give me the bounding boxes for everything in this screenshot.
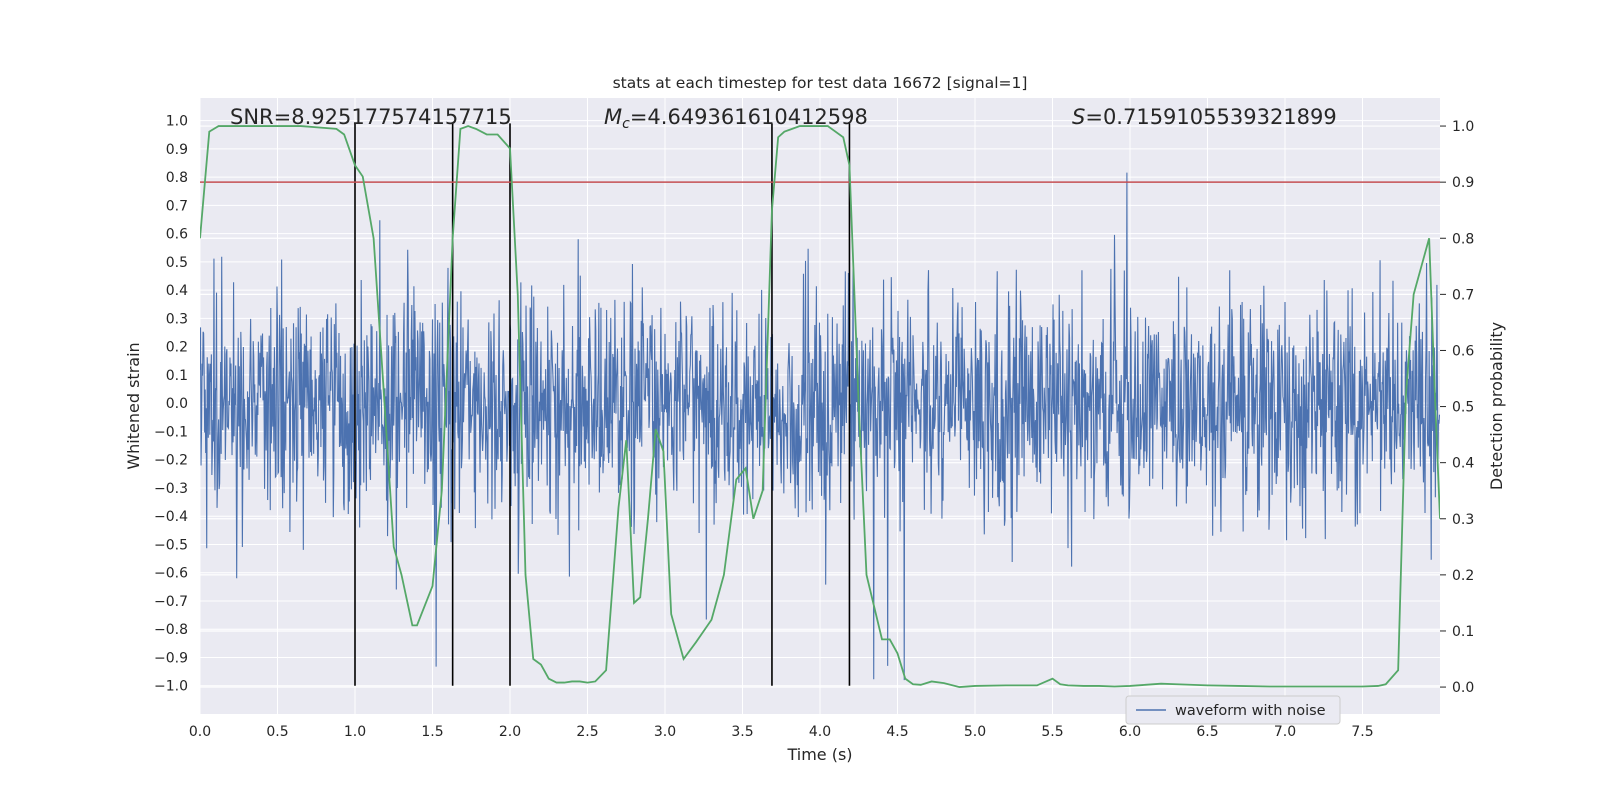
x-tick-label: 3.5 — [731, 724, 753, 740]
y2-tick-label: 0.4 — [1452, 456, 1474, 472]
legend-box — [1125, 695, 1341, 725]
y-tick-label: 0.7 — [166, 198, 188, 214]
score-annotation: S=0.7159105539321899 — [1072, 105, 1337, 129]
y2-axis-ticks: 1.0 0.9 0.8 0.7 0.6 0.5 0.4 0.3 0.2 0.1 0.0 — [1440, 119, 1474, 696]
y-tick-label: 0.0 — [166, 396, 188, 412]
vertical-markers — [354, 123, 851, 686]
y-tick-label: −0.1 — [154, 424, 188, 440]
x-tick-label: 0.0 — [189, 724, 211, 740]
y-tick-label: 0.5 — [166, 255, 188, 271]
mc-symbol: M — [604, 105, 622, 129]
y2-tick-label: 0.3 — [1452, 512, 1474, 528]
y-tick-label: −0.5 — [154, 537, 188, 553]
x-tick-label: 4.0 — [809, 724, 831, 740]
chirp-mass-annotation: Mc=4.649361610412598 — [604, 105, 868, 132]
y-tick-label: 0.3 — [166, 311, 188, 327]
y-tick-label: −0.8 — [154, 622, 188, 638]
waveform-series — [200, 172, 1440, 681]
x-tick-label: 5.0 — [964, 724, 986, 740]
y-tick-label: −0.4 — [154, 509, 188, 525]
x-tick-label: 1.5 — [421, 724, 443, 740]
x-axis-label: Time (s) — [786, 745, 852, 764]
y-tick-label: 0.4 — [166, 283, 188, 299]
x-tick-label: 3.0 — [654, 724, 676, 740]
chart-title: stats at each timestep for test data 166… — [613, 74, 1028, 92]
x-tick-label: 7.0 — [1274, 724, 1296, 740]
y2-tick-label: 1.0 — [1452, 119, 1474, 135]
y2-tick-label: 0.0 — [1452, 680, 1474, 696]
probability-line — [200, 125, 1440, 688]
probability-series — [200, 125, 1440, 688]
x-tick-label: 4.5 — [886, 724, 908, 740]
x-tick-label: 7.5 — [1351, 724, 1373, 740]
x-tick-label: 5.5 — [1041, 724, 1063, 740]
y-axis-label: Whitened strain — [124, 342, 143, 469]
y-axis-ticks: 1.0 0.9 0.8 0.7 0.6 0.5 0.4 0.3 0.2 0.1 0.0 −0.1 −0.… — [154, 114, 188, 695]
y-tick-label: −0.3 — [154, 481, 188, 497]
x-axis-ticks: 0.0 0.5 1.0 1.5 2.0 2.5 3.0 3.5 4.0 4.5 5.0 5.5 6.0 6… — [189, 724, 1374, 740]
s-symbol: S — [1072, 105, 1085, 129]
y2-tick-label: 0.2 — [1452, 568, 1474, 584]
x-tick-label: 6.5 — [1196, 724, 1218, 740]
legend-label: waveform with noise — [1175, 703, 1326, 719]
x-tick-label: 0.5 — [266, 724, 288, 740]
x-tick-label: 1.0 — [344, 724, 366, 740]
y-tick-label: −0.6 — [154, 566, 188, 582]
x-tick-label: 2.5 — [576, 724, 598, 740]
y2-tick-label: 0.8 — [1452, 231, 1474, 247]
y2-tick-label: 0.5 — [1452, 400, 1474, 416]
mc-subscript: c — [622, 116, 630, 132]
y-tick-label: −1.0 — [154, 679, 188, 695]
s-value: =0.7159105539321899 — [1085, 105, 1336, 129]
y2-tick-label: 0.1 — [1452, 624, 1474, 640]
y2-tick-label: 0.7 — [1452, 287, 1474, 303]
y2-axis-label: Detection probability — [1487, 322, 1506, 490]
mc-value: =4.649361610412598 — [630, 105, 868, 129]
y-tick-label: 0.2 — [166, 340, 188, 356]
legend: waveform with noise — [1125, 695, 1341, 725]
x-tick-label: 6.0 — [1119, 724, 1141, 740]
y-tick-label: 0.9 — [166, 142, 188, 158]
x-tick-label: 2.0 — [499, 724, 521, 740]
y-tick-label: 0.1 — [166, 368, 188, 384]
y-tick-label: −0.9 — [154, 650, 188, 666]
annotations: SNR=8.925177574157715 Mc=4.6493616104125… — [230, 105, 1337, 132]
y2-tick-label: 0.6 — [1452, 343, 1474, 359]
y-tick-label: −0.2 — [154, 453, 188, 469]
snr-annotation: SNR=8.925177574157715 — [230, 105, 512, 129]
y-tick-label: 0.6 — [166, 227, 188, 243]
y-tick-label: 1.0 — [166, 114, 188, 130]
y2-tick-label: 0.9 — [1452, 175, 1474, 191]
waveform-line — [200, 172, 1440, 681]
y-tick-label: 0.8 — [166, 170, 188, 186]
y-tick-label: −0.7 — [154, 594, 188, 610]
